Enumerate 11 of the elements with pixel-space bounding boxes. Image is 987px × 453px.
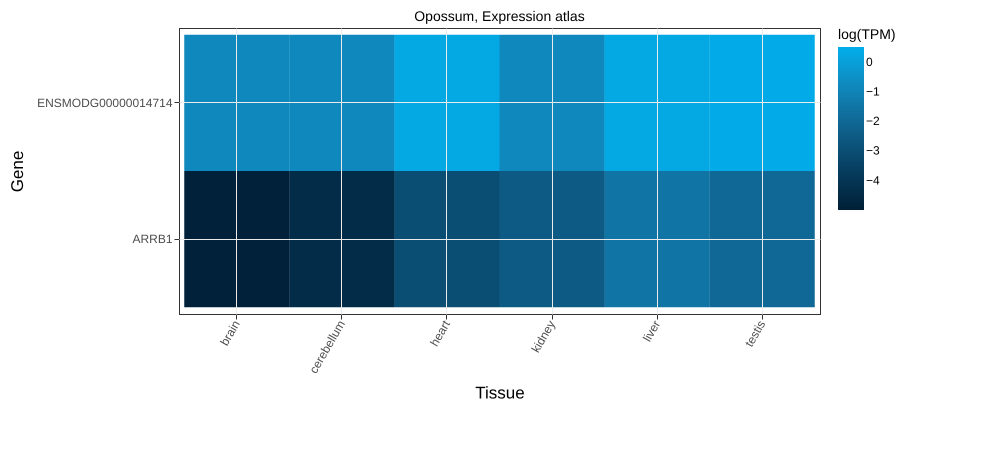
- y-axis-title: Gene: [8, 150, 28, 192]
- y-tick-label: ARRB1: [132, 232, 173, 246]
- color-bar-label: −3: [866, 144, 880, 158]
- color-bar-title: log(TPM): [838, 26, 896, 42]
- x-axis-title: Tissue: [475, 383, 525, 402]
- color-bar-label: −1: [866, 84, 880, 98]
- chart-title: Opossum, Expression atlas: [414, 8, 585, 24]
- color-bar-label: −4: [866, 173, 880, 188]
- y-tick-label: ENSMODG00000014714: [37, 96, 173, 110]
- color-bar-label: 0: [866, 54, 873, 69]
- color-bar-label: −2: [866, 114, 880, 128]
